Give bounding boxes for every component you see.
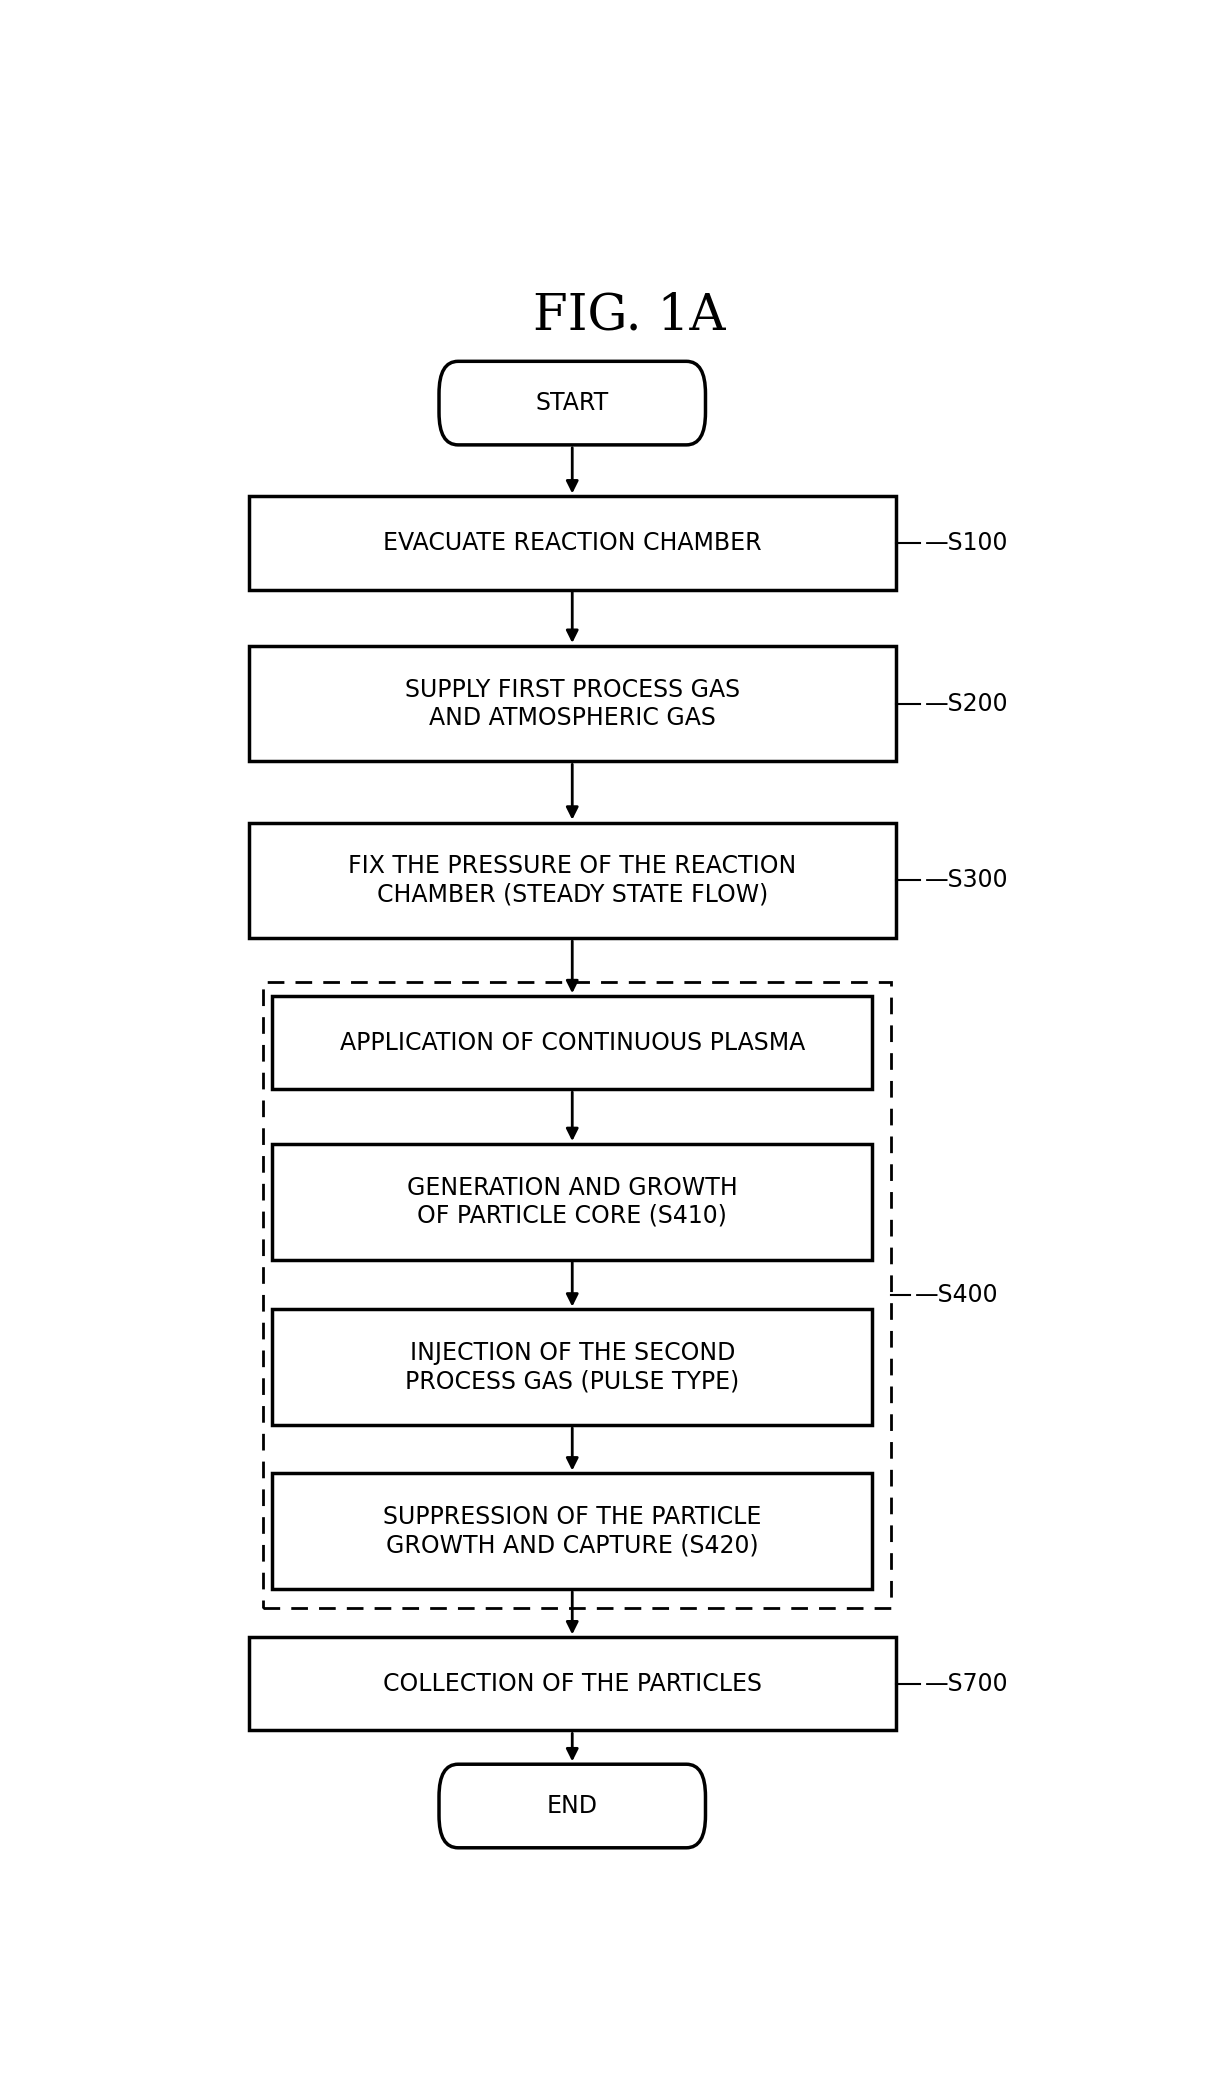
Text: INJECTION OF THE SECOND
PROCESS GAS (PULSE TYPE): INJECTION OF THE SECOND PROCESS GAS (PUL… (405, 1342, 739, 1394)
Bar (273, 1144, 872, 1261)
Bar (273, 1309, 872, 1425)
Text: SUPPRESSION OF THE PARTICLE
GROWTH AND CAPTURE (S420): SUPPRESSION OF THE PARTICLE GROWTH AND C… (383, 1505, 761, 1557)
Text: —S300: —S300 (925, 868, 1008, 893)
Text: FIG. 1A: FIG. 1A (533, 290, 726, 340)
Text: START: START (535, 390, 609, 415)
Bar (263, 981, 892, 1609)
Bar (248, 1638, 896, 1730)
Text: GENERATION AND GROWTH
OF PARTICLE CORE (S410): GENERATION AND GROWTH OF PARTICLE CORE (… (406, 1175, 738, 1227)
Text: —S700: —S700 (925, 1672, 1008, 1697)
Bar (248, 497, 896, 589)
Bar (273, 1473, 872, 1588)
Text: —S200: —S200 (925, 691, 1008, 716)
Bar (248, 645, 896, 762)
Text: —S100: —S100 (925, 530, 1008, 555)
Bar (248, 822, 896, 939)
FancyBboxPatch shape (440, 1764, 706, 1847)
Text: SUPPLY FIRST PROCESS GAS
AND ATMOSPHERIC GAS: SUPPLY FIRST PROCESS GAS AND ATMOSPHERIC… (405, 678, 739, 730)
Bar (273, 995, 872, 1089)
Text: —S400: —S400 (915, 1284, 998, 1306)
Text: END: END (546, 1795, 598, 1818)
Text: APPLICATION OF CONTINUOUS PLASMA: APPLICATION OF CONTINUOUS PLASMA (340, 1031, 804, 1054)
Text: FIX THE PRESSURE OF THE REACTION
CHAMBER (STEADY STATE FLOW): FIX THE PRESSURE OF THE REACTION CHAMBER… (348, 854, 797, 906)
Text: EVACUATE REACTION CHAMBER: EVACUATE REACTION CHAMBER (383, 530, 761, 555)
FancyBboxPatch shape (440, 361, 706, 445)
Text: COLLECTION OF THE PARTICLES: COLLECTION OF THE PARTICLES (383, 1672, 761, 1697)
